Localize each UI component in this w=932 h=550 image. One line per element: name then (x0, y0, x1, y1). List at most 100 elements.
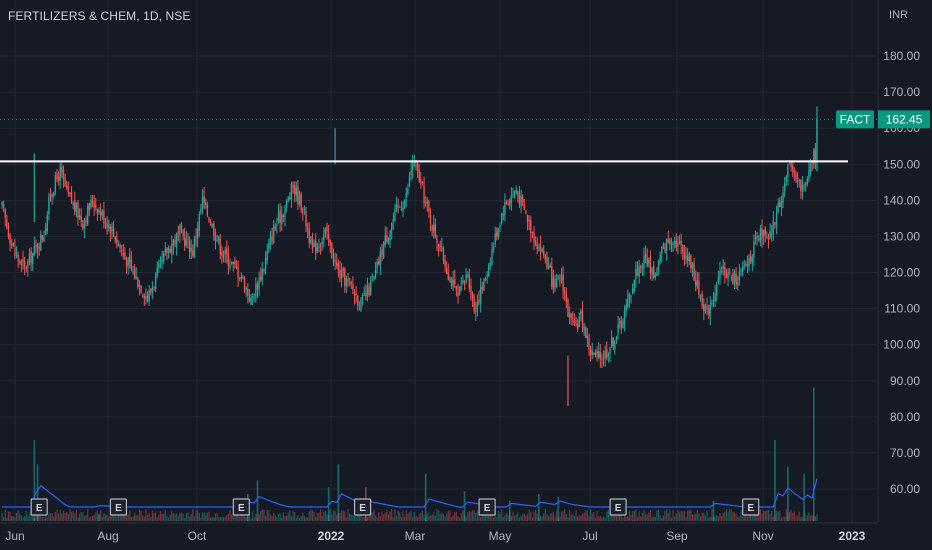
candle-body (171, 244, 173, 255)
candle-body (623, 310, 626, 323)
time-tick-label: Sep (666, 529, 688, 543)
time-tick-label: 2023 (839, 529, 866, 543)
candle-body (140, 285, 142, 294)
volume-bar (606, 511, 608, 521)
volume-bar (378, 512, 380, 521)
volume-bar (150, 516, 152, 521)
candle-body (544, 256, 547, 260)
candle-body (416, 162, 419, 171)
volume-bar (80, 511, 82, 521)
volume-bar (362, 517, 364, 521)
volume-bar (774, 440, 776, 521)
volume-bar (604, 517, 606, 521)
volume-bar (763, 510, 765, 521)
candle-body (740, 270, 742, 272)
volume-bar (276, 517, 278, 521)
volume-bar (492, 517, 495, 521)
volume-bar (11, 515, 13, 521)
candle-body (688, 253, 690, 262)
candle-body (673, 240, 676, 244)
volume-bar (628, 511, 631, 521)
candle-body (654, 275, 656, 278)
candle-body (696, 280, 699, 287)
candle-body (224, 249, 226, 255)
candle-body (426, 201, 428, 204)
candle-body (625, 304, 627, 312)
candle-body (439, 249, 441, 251)
volume-bar (400, 517, 403, 521)
volume-bar (809, 515, 812, 521)
earnings-marker[interactable]: E (478, 498, 496, 516)
candle-body (300, 193, 302, 211)
volume-bar (421, 511, 424, 521)
earnings-marker[interactable]: E (109, 498, 128, 516)
volume-bar (554, 517, 556, 521)
volume-bar (486, 513, 488, 521)
earnings-marker[interactable]: E (609, 498, 627, 516)
candle-body (494, 233, 496, 245)
volume-bar (404, 516, 406, 521)
volume-bar (287, 512, 289, 521)
earnings-marker[interactable]: E (30, 498, 48, 516)
volume-bar (83, 516, 86, 521)
candle-body (502, 213, 504, 215)
candle-body (251, 296, 254, 298)
candle-body (295, 187, 298, 196)
volume-bar (360, 511, 362, 521)
candle-body (361, 295, 364, 299)
volume-bar (17, 510, 19, 521)
volume-bar (14, 517, 16, 521)
earnings-marker-box (354, 498, 372, 516)
earnings-marker[interactable]: E (742, 498, 760, 516)
candle-body (117, 243, 120, 246)
volume-bar (103, 513, 105, 521)
volume-bar (771, 510, 773, 521)
candle-body (772, 220, 775, 235)
volume-bar (609, 511, 611, 521)
candle-body (161, 259, 163, 263)
symbol-tag-bg (836, 110, 874, 129)
candle-body (777, 202, 779, 213)
earnings-marker-label: E (238, 503, 245, 514)
candle-body (242, 277, 244, 279)
candle-body (319, 245, 322, 247)
candle-body (428, 201, 430, 213)
candle-body (580, 310, 582, 315)
candle-body (551, 266, 553, 287)
volume-bar (224, 517, 226, 521)
volume-bar (250, 517, 252, 521)
volume-bar (190, 514, 192, 521)
volume-bar (415, 516, 417, 521)
volume-bar (450, 517, 453, 521)
volume-bar (379, 516, 381, 521)
volume-bar (219, 517, 221, 521)
volume-bar (6, 517, 8, 521)
candle-body (137, 277, 139, 287)
earnings-marker[interactable]: E (354, 498, 372, 516)
volume-bar (706, 510, 708, 521)
volume-bar (323, 511, 325, 521)
candle-body (633, 279, 635, 292)
time-tick-label: Jun (5, 529, 24, 543)
volume-bar (714, 516, 716, 521)
volume-bar (79, 513, 81, 521)
candle-body (675, 240, 678, 248)
candle-body (153, 286, 155, 288)
price-axis[interactable]: 180.00170.00160.00150.00140.00130.00120.… (877, 0, 920, 523)
earnings-marker-box (30, 498, 48, 516)
volume-bar (455, 511, 457, 521)
volume-bar (795, 516, 797, 521)
earnings-marker[interactable]: E (232, 498, 250, 516)
volume-bar (562, 511, 564, 521)
symbol-title[interactable]: FERTILIZERS & CHEM, 1D, NSE (8, 9, 191, 23)
volume-bar (70, 512, 73, 521)
volume-bar (680, 510, 682, 521)
candle-body (620, 320, 623, 328)
time-axis[interactable]: Jun Aug Oct 2022 Mar May Jul Sep Nov 2023 (0, 522, 878, 543)
volume-bar (201, 512, 204, 521)
candle-body (54, 175, 57, 193)
candle-body (235, 266, 238, 268)
candle-body (454, 278, 456, 285)
